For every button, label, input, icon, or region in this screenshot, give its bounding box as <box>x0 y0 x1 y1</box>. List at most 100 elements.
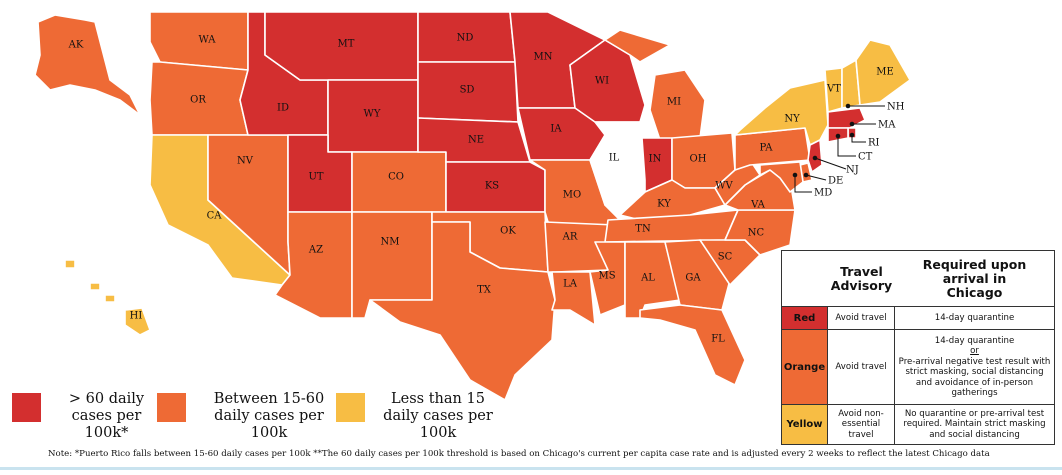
state-FL <box>639 304 746 386</box>
label-IN: IN <box>649 154 662 165</box>
label-SC: SC <box>718 252 733 263</box>
label-TX: TX <box>477 285 492 296</box>
dot-NH <box>845 103 851 109</box>
label-CA: CA <box>207 211 223 222</box>
label-AR: AR <box>562 232 578 243</box>
state-TX <box>369 221 556 401</box>
label-IL: IL <box>609 153 620 164</box>
advisory-cell-red: Avoid travel <box>828 307 895 329</box>
legend-item-yellow: Less than 15 daily cases per 100k <box>336 391 503 442</box>
state-GA <box>664 239 731 311</box>
label-OR: OR <box>190 95 206 106</box>
label-MO: MO <box>563 190 581 201</box>
label-SD: SD <box>460 85 475 96</box>
state-AR <box>544 221 616 273</box>
label-NJ: NJ <box>846 165 859 176</box>
label-ND: ND <box>457 33 474 44</box>
label-WV: WV <box>715 181 733 192</box>
label-KS: KS <box>485 181 499 192</box>
label-NE: NE <box>468 135 484 146</box>
legend-item-orange: Between 15-60 daily cases per 100k <box>157 391 344 442</box>
label-DE: DE <box>828 176 843 187</box>
leader-CT <box>837 136 856 157</box>
label-AL: AL <box>640 273 655 284</box>
required-orange-or: or <box>970 346 979 356</box>
label-VA: VA <box>750 200 766 211</box>
leader-NJ <box>814 157 847 170</box>
table-header-row: Travel Advisory Required upon arrival in… <box>782 251 1054 307</box>
dot-RI <box>849 132 855 138</box>
label-MS: MS <box>598 271 615 282</box>
label-FL: FL <box>711 334 725 345</box>
legend-swatch-yellow <box>336 393 365 422</box>
dot-CT <box>835 133 841 139</box>
label-WA: WA <box>198 35 216 46</box>
label-NC: NC <box>748 228 765 239</box>
state-ME <box>855 39 911 106</box>
label-MN: MN <box>534 52 553 63</box>
state-MI-upper <box>604 29 671 63</box>
label-NH: NH <box>887 102 905 113</box>
legend-swatch-red <box>12 393 41 422</box>
label-MA: MA <box>878 120 896 131</box>
label-ID: ID <box>277 103 289 114</box>
label-MI: MI <box>667 97 681 108</box>
legend-item-red: > 60 daily cases per 100k* <box>12 391 164 442</box>
leader-RI <box>851 135 866 143</box>
label-TN: TN <box>635 224 651 235</box>
state-NY <box>734 79 829 146</box>
label-OH: OH <box>690 154 707 165</box>
table-header-blank <box>782 251 828 306</box>
legend-label-yellow: Less than 15 daily cases per 100k <box>383 391 493 441</box>
label-MT: MT <box>338 39 355 50</box>
leader-MD <box>794 175 812 193</box>
label-WY: WY <box>364 109 381 120</box>
required-orange-line-2: Pre-arrival negative test result with st… <box>898 356 1051 399</box>
label-AK: AK <box>68 40 84 51</box>
level-cell-red: Red <box>782 307 828 329</box>
bottom-rule <box>0 467 1062 470</box>
dot-NJ <box>812 155 818 161</box>
table-header-advisory: Travel Advisory <box>830 263 893 293</box>
dot-MD <box>792 172 798 178</box>
table-row-red: Red Avoid travel 14-day quarantine <box>782 307 1054 330</box>
state-MD <box>759 161 804 193</box>
level-cell-orange: Orange <box>782 330 828 404</box>
footnote: Note: *Puerto Rico falls between 15-60 d… <box>48 449 990 459</box>
table-row-yellow: Yellow Avoid non-essential travel No qua… <box>782 405 1054 444</box>
level-cell-yellow: Yellow <box>782 405 828 444</box>
state-HI-islands <box>64 259 116 303</box>
label-NY: NY <box>784 114 800 125</box>
required-cell-red: 14-day quarantine <box>934 312 1015 323</box>
required-cell-yellow: No quarantine or pre-arrival test requir… <box>903 408 1046 440</box>
label-LA: LA <box>563 279 578 290</box>
advisory-cell-orange: Avoid travel <box>828 330 895 404</box>
label-ME: ME <box>876 67 894 78</box>
legend-label-orange: Between 15-60 daily cases per 100k <box>213 391 325 441</box>
label-PA: PA <box>759 143 773 154</box>
leader-DE <box>805 174 827 181</box>
label-CO: CO <box>388 172 404 183</box>
label-KY: KY <box>657 199 671 210</box>
advisory-cell-yellow: Avoid non-essential travel <box>828 405 895 444</box>
label-RI: RI <box>868 138 880 149</box>
label-NV: NV <box>237 156 254 167</box>
state-AK <box>34 14 141 116</box>
label-OK: OK <box>500 226 516 237</box>
label-MD: MD <box>814 188 832 199</box>
label-CT: CT <box>858 152 873 163</box>
legend-label-red: > 60 daily cases per 100k* <box>68 391 145 441</box>
table-row-orange: Orange Avoid travel 14-day quarantine or… <box>782 330 1054 405</box>
label-GA: GA <box>685 273 701 284</box>
legend-swatch-orange <box>157 393 186 422</box>
label-HI: HI <box>130 311 143 322</box>
label-VT: VT <box>826 84 841 95</box>
label-AZ: AZ <box>308 245 323 256</box>
label-NM: NM <box>381 237 400 248</box>
required-orange-line-1: 14-day quarantine <box>934 335 1015 346</box>
dot-MA <box>849 121 855 127</box>
state-MA <box>827 107 866 129</box>
state-HI <box>124 307 151 336</box>
